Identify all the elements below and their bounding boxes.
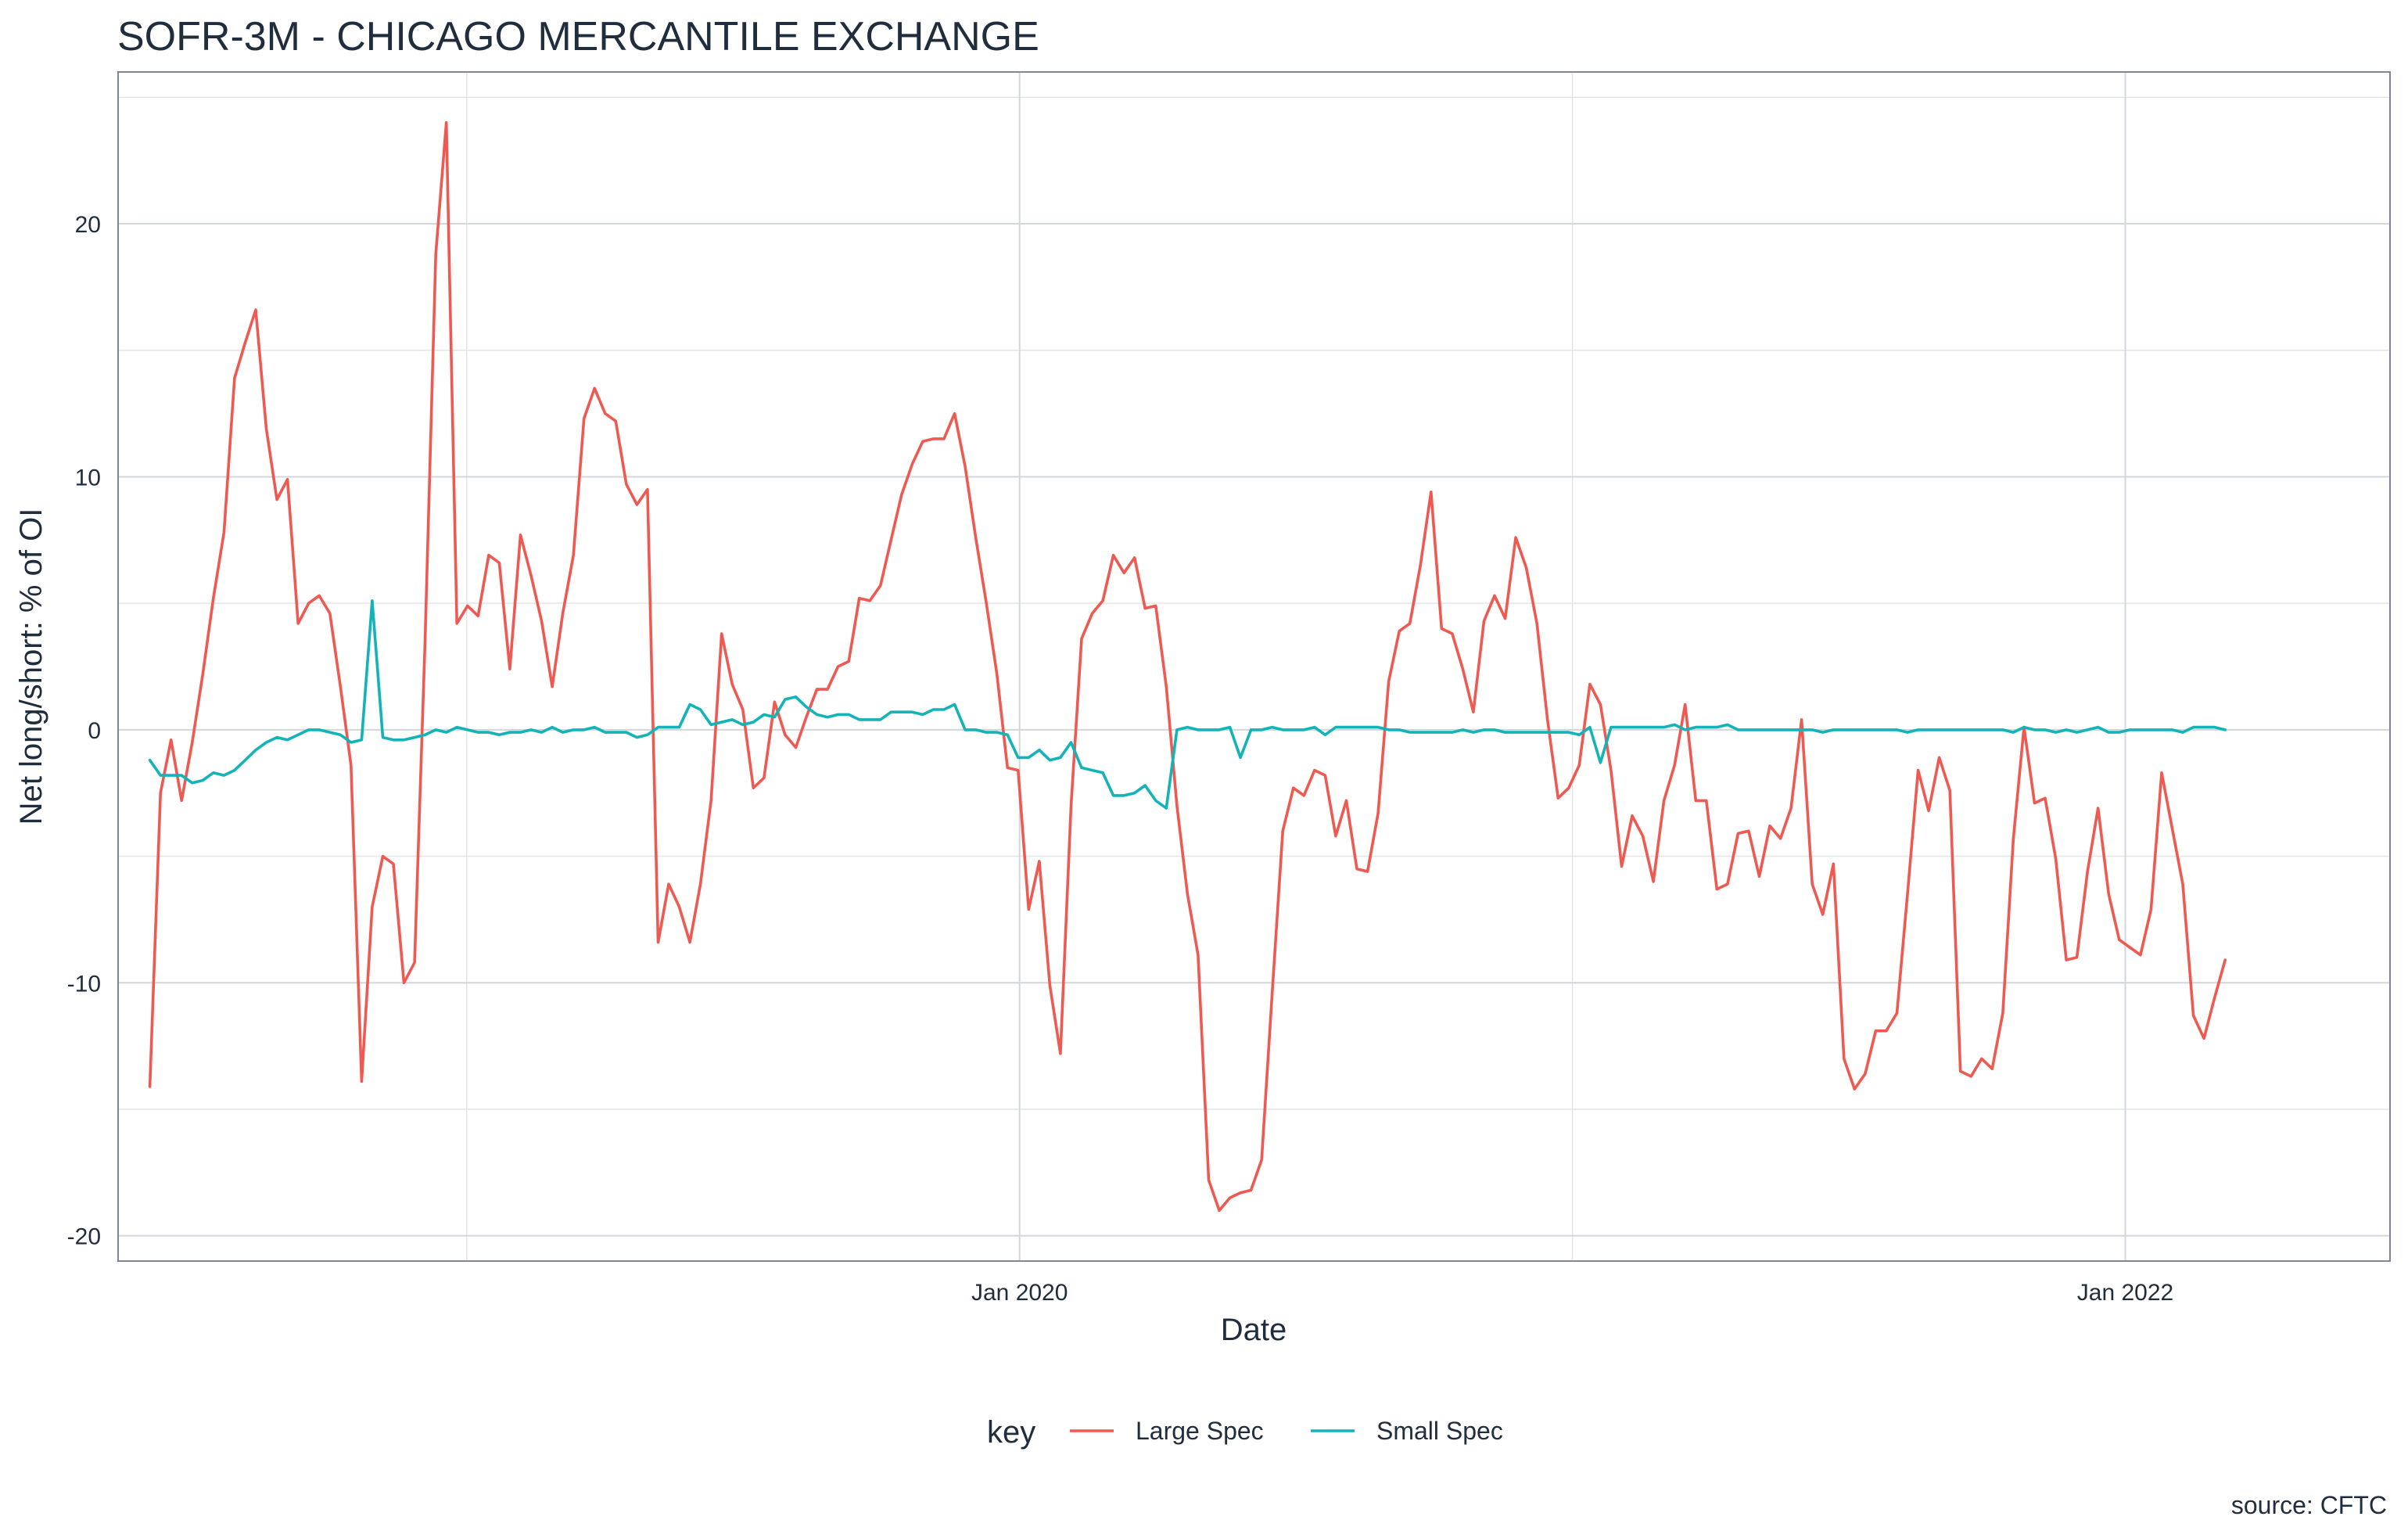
y-axis-title: Net long/short: % of OI (14, 508, 48, 825)
major-gridlines (118, 72, 2390, 1261)
plot-panel-border (117, 71, 2391, 1262)
y-tick-label: -10 (67, 971, 101, 997)
legend-label-large-spec: Large Spec (1136, 1417, 1264, 1445)
y-tick-label: 10 (75, 465, 101, 491)
series-line-small-spec (148, 599, 2227, 810)
y-tick-label: 0 (88, 718, 101, 744)
series-line-large-spec (148, 120, 2227, 1213)
x-tick-label: Jan 2022 (2077, 1280, 2173, 1306)
x-tick-label: Jan 2020 (971, 1280, 1068, 1306)
y-axis-ticks: -20 -10 0 10 20 (67, 212, 101, 1250)
legend: key Large Spec Small Spec (987, 1415, 1503, 1450)
series-lines (148, 120, 2227, 1213)
legend-title: key (987, 1415, 1035, 1450)
y-tick-label: 20 (75, 212, 101, 238)
legend-label-small-spec: Small Spec (1376, 1417, 1503, 1445)
chart-title: SOFR-3M - CHICAGO MERCANTILE EXCHANGE (117, 14, 1039, 59)
minor-gridlines (118, 72, 2390, 1261)
x-axis-title: Date (1221, 1313, 1287, 1347)
legend-items: Large Spec Small Spec (1070, 1417, 1503, 1445)
y-tick-label: -20 (67, 1224, 101, 1250)
source-caption: source: CFTC (2231, 1491, 2387, 1519)
x-axis-ticks: Jan 2020 Jan 2022 (971, 1280, 2173, 1306)
